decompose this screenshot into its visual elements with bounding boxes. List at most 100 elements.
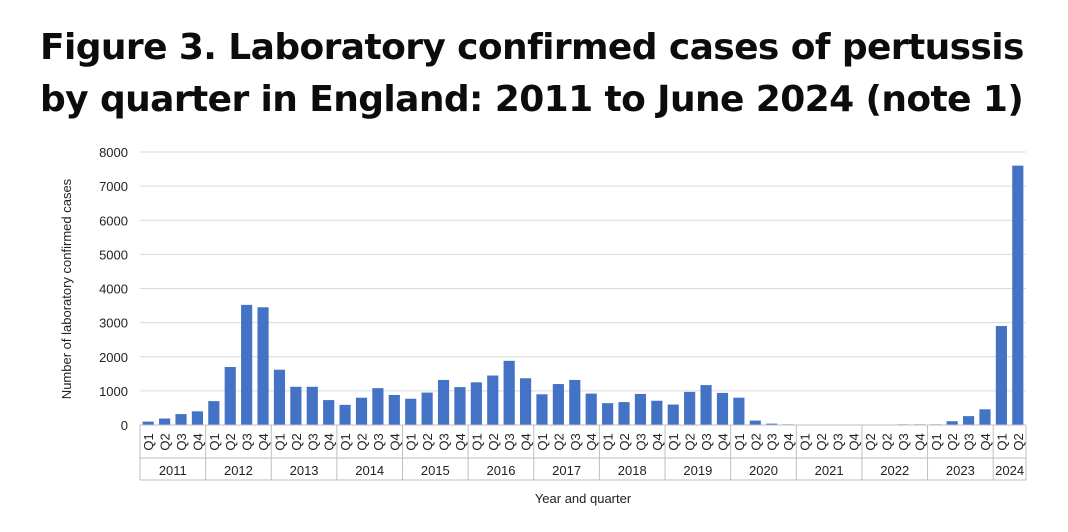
x-tick-quarter-label: Q4 (387, 433, 402, 450)
x-tick-year-label: 2021 (815, 463, 844, 478)
x-tick-quarter-label: Q1 (994, 433, 1009, 450)
y-axis-ticks: 0 1000 2000 3000 4000 5000 6000 7000 8000 (99, 145, 128, 433)
bar (405, 398, 417, 425)
x-tick-quarter-label: Q4 (322, 433, 337, 450)
x-tick-quarter-label: Q2 (945, 433, 960, 450)
x-tick-year-label: 2020 (749, 463, 778, 478)
bar (979, 409, 991, 425)
x-tick-quarter-label: Q2 (748, 433, 763, 450)
bar (323, 400, 335, 425)
bar (618, 402, 630, 425)
x-tick-year-label: 2014 (355, 463, 384, 478)
x-tick-quarter-label: Q4 (781, 433, 796, 450)
bar (503, 360, 515, 425)
x-tick-quarter-label: Q3 (699, 433, 714, 450)
x-tick-year-label: 2024 (995, 463, 1024, 478)
x-tick-quarter-label: Q2 (814, 433, 829, 450)
x-tick-quarter-label: Q2 (863, 433, 878, 450)
x-tick-quarter-label: Q1 (404, 433, 419, 450)
bar (700, 385, 712, 425)
x-tick-quarter-label: Q2 (223, 433, 238, 450)
x-tick-quarter-label: Q2 (486, 433, 501, 450)
x-tick-quarter-label: Q3 (240, 433, 255, 450)
x-tick-quarter-label: Q3 (896, 433, 911, 450)
bar (159, 418, 171, 425)
x-tick-quarter-label: Q4 (519, 433, 534, 450)
x-tick-quarter-label: Q2 (551, 433, 566, 450)
y-tick-label: 4000 (99, 282, 128, 297)
x-tick-year-label: 2013 (290, 463, 319, 478)
x-tick-quarter-label: Q1 (732, 433, 747, 450)
bar (569, 379, 581, 425)
y-tick-label: 3000 (99, 316, 128, 331)
bar (946, 421, 958, 425)
x-axis-label: Year and quarter (535, 491, 632, 506)
x-tick-year-label: 2012 (224, 463, 253, 478)
bar (437, 379, 450, 425)
x-tick-quarter-label: Q4 (584, 433, 599, 450)
x-tick-quarter-label: Q2 (880, 433, 895, 450)
bar (175, 414, 187, 425)
x-tick-quarter-label: Q1 (929, 433, 944, 450)
x-tick-quarter-label: Q4 (190, 433, 205, 450)
bar (355, 397, 368, 425)
bar (749, 420, 761, 425)
x-tick-quarter-label: Q4 (650, 433, 665, 450)
x-tick-quarter-label: Q1 (535, 433, 550, 450)
bar (684, 391, 696, 425)
bar (241, 304, 253, 425)
bar (454, 387, 466, 425)
y-tick-label: 0 (121, 418, 128, 433)
bar (651, 400, 663, 425)
bar (142, 421, 154, 425)
bar (487, 375, 499, 425)
y-tick-label: 5000 (99, 247, 128, 262)
bar (552, 384, 564, 425)
y-tick-label: 7000 (99, 179, 128, 194)
x-tick-year-label: 2023 (946, 463, 975, 478)
x-tick-quarter-label: Q1 (469, 433, 484, 450)
x-tick-quarter-label: Q4 (847, 433, 862, 450)
x-tick-quarter-label: Q3 (174, 433, 189, 450)
bar (306, 386, 318, 425)
x-tick-year-label: 2022 (880, 463, 909, 478)
x-tick-quarter-label: Q2 (420, 433, 435, 450)
bar (667, 404, 679, 425)
x-tick-quarter-label: Q3 (371, 433, 386, 450)
bar (585, 393, 597, 425)
x-tick-quarter-label: Q3 (502, 433, 517, 450)
x-tick-year-label: 2019 (683, 463, 712, 478)
bar (224, 366, 236, 425)
x-tick-quarter-label: Q3 (633, 433, 648, 450)
bar (421, 392, 433, 425)
x-tick-quarter-label: Q1 (666, 433, 681, 450)
x-tick-quarter-label: Q1 (338, 433, 353, 450)
x-tick-quarter-label: Q4 (978, 433, 993, 450)
bar (470, 382, 482, 425)
bar (388, 394, 400, 425)
x-tick-quarter-label: Q1 (601, 433, 616, 450)
x-tick-year-label: 2017 (552, 463, 581, 478)
x-tick-quarter-label: Q3 (765, 433, 780, 450)
x-tick-quarter-label: Q3 (962, 433, 977, 450)
bar (536, 394, 548, 425)
x-tick-year-label: 2015 (421, 463, 450, 478)
x-tick-year-label: 2016 (487, 463, 516, 478)
x-tick-quarter-label: Q1 (798, 433, 813, 450)
bar (339, 404, 351, 425)
bar (733, 397, 745, 425)
x-tick-year-label: 2011 (159, 463, 187, 478)
y-tick-label: 8000 (99, 145, 128, 160)
bars (142, 165, 1024, 425)
bar (191, 411, 204, 425)
gridlines (140, 151, 1026, 426)
y-tick-label: 2000 (99, 350, 128, 365)
y-tick-label: 1000 (99, 384, 128, 399)
x-tick-quarter-label: Q4 (715, 433, 730, 450)
bar (995, 326, 1007, 425)
x-tick-quarter-label: Q2 (617, 433, 632, 450)
bar (290, 386, 302, 425)
bar (519, 378, 532, 425)
x-tick-quarter-label: Q4 (453, 433, 468, 450)
